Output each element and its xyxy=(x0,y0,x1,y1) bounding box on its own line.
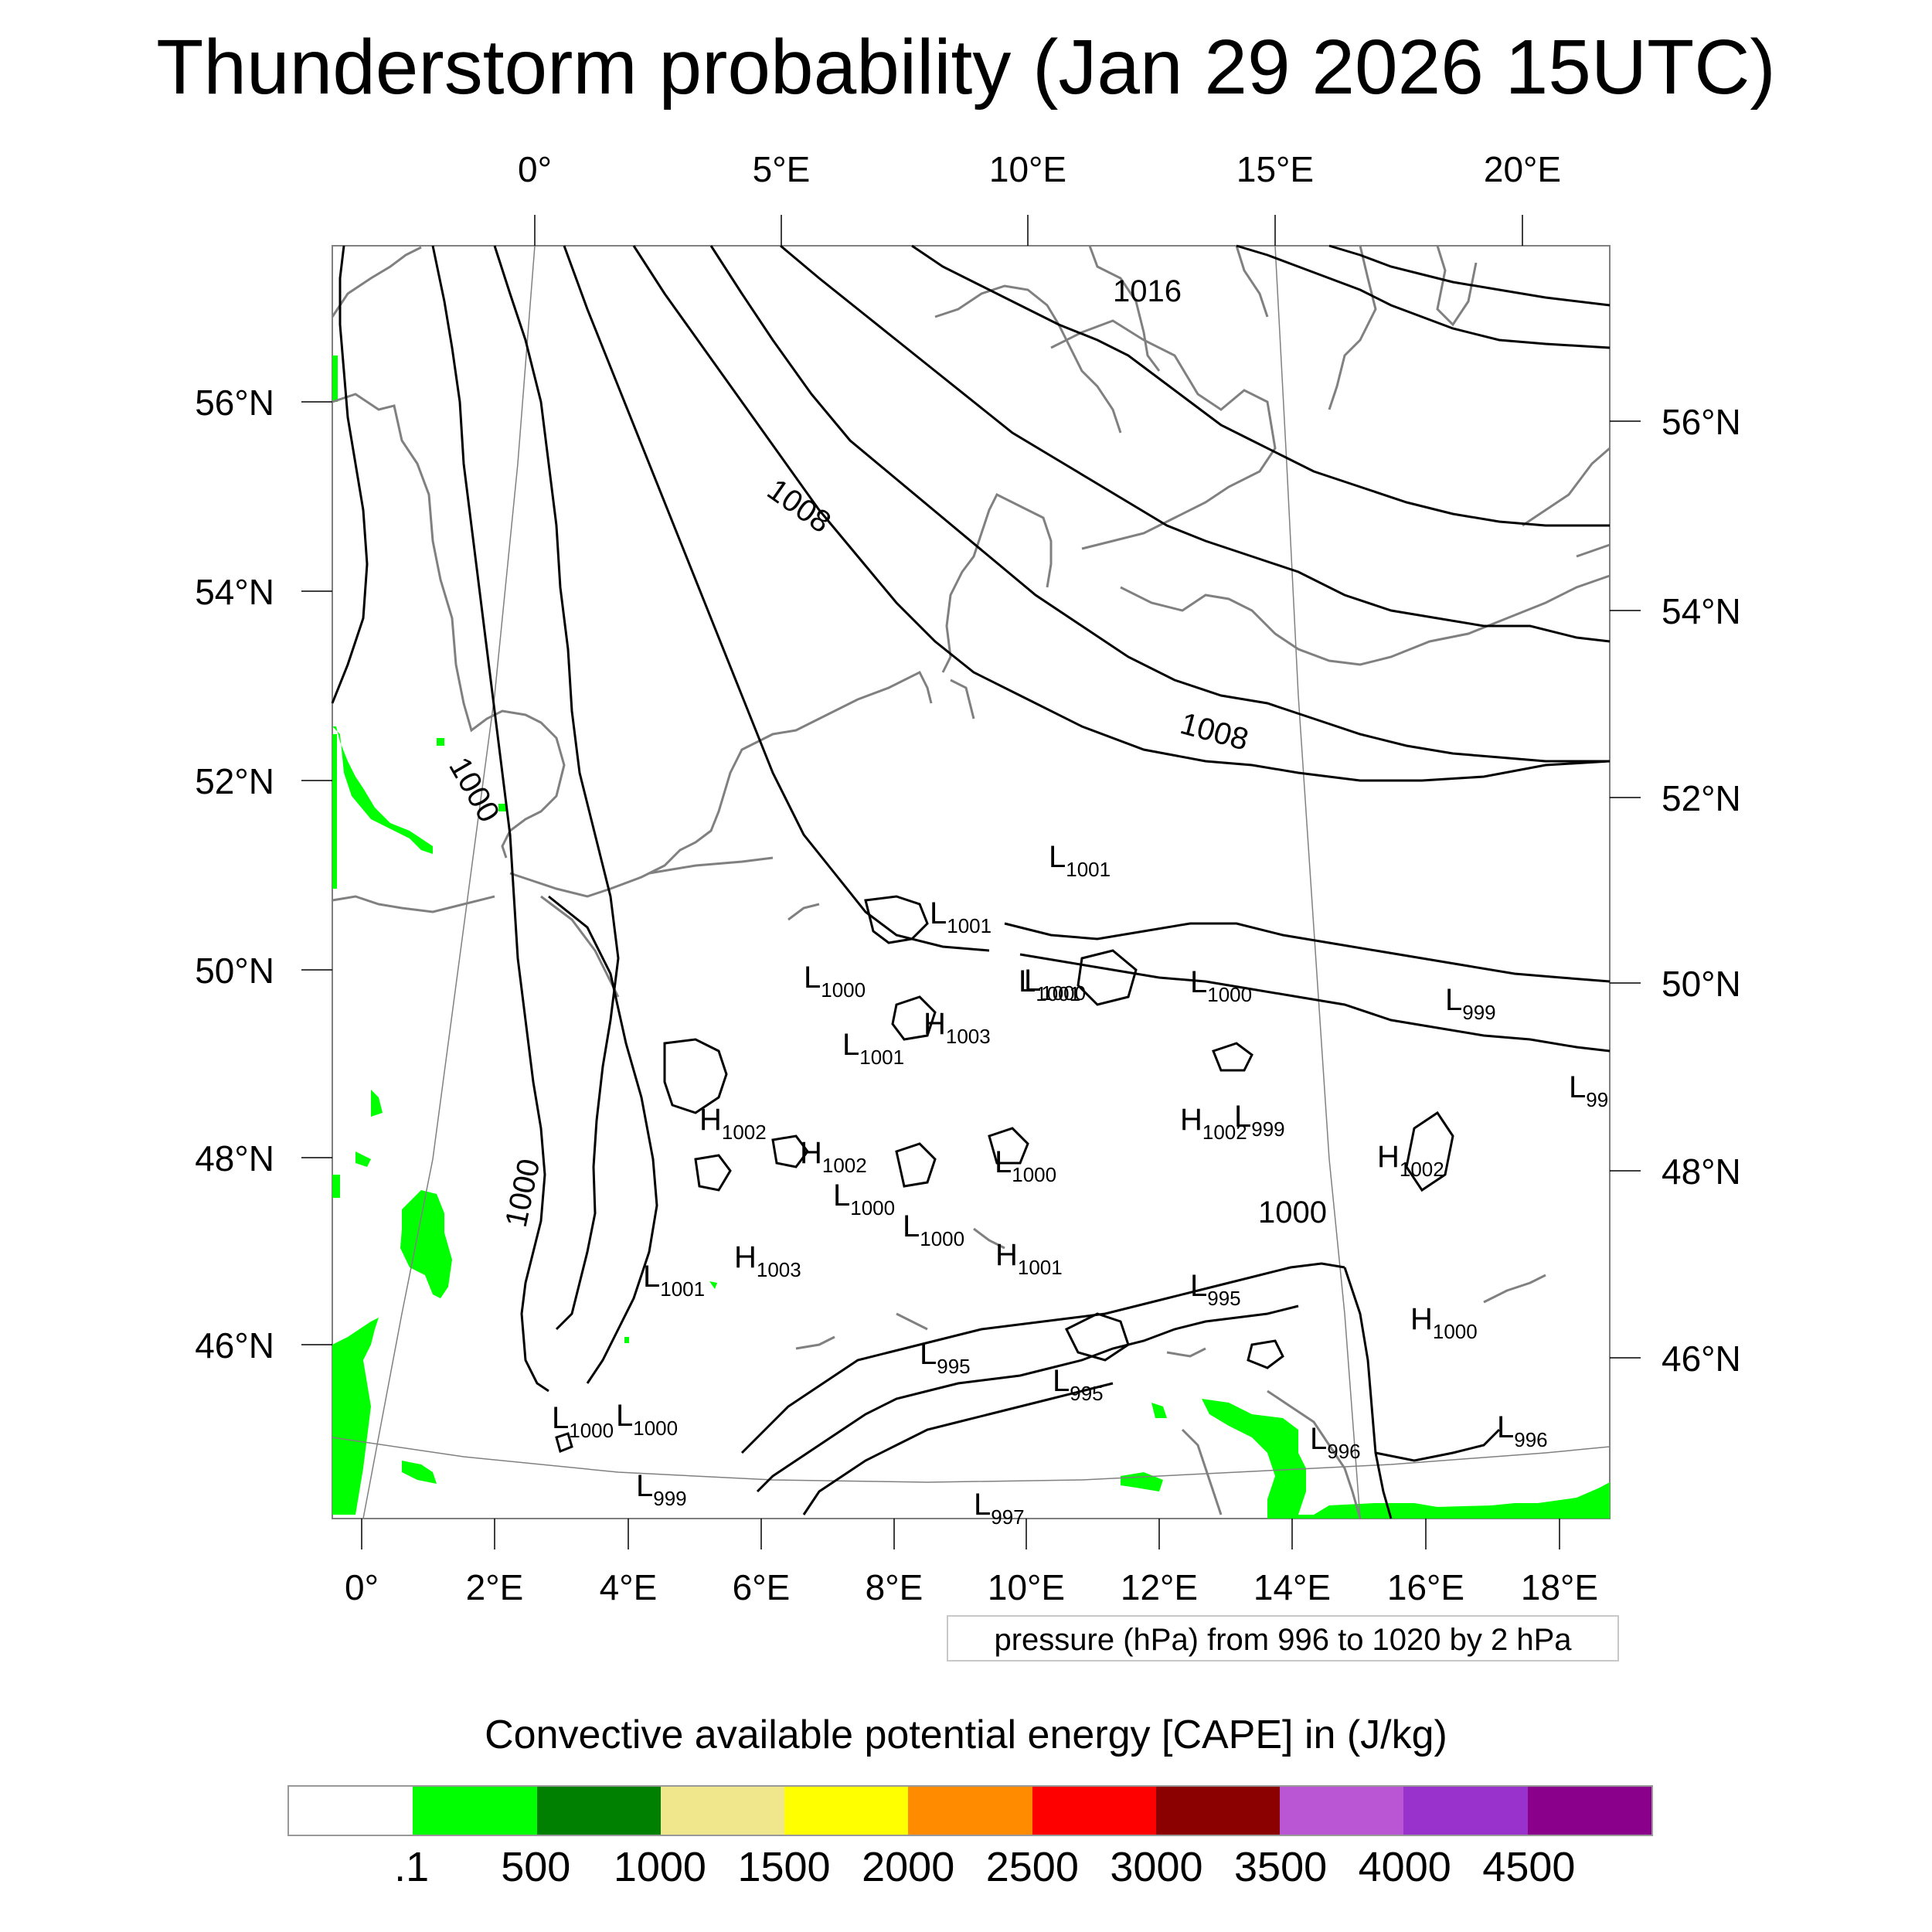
pressure-center-label: H1002 xyxy=(699,1103,767,1144)
isobars xyxy=(331,244,1611,1519)
colorbar-swatch xyxy=(1280,1787,1404,1835)
coastlines xyxy=(331,245,1611,1519)
colorbar-label: 1500 xyxy=(737,1844,831,1890)
colorbar-swatch xyxy=(660,1787,785,1835)
pressure-center-label: L1000 xyxy=(903,1209,964,1250)
pressure-center-label: L997 xyxy=(974,1488,1025,1529)
pressure-center-label: H1002 xyxy=(1180,1103,1247,1144)
colorbar-label: 2000 xyxy=(862,1844,955,1890)
bottom-lon-label: 14°E xyxy=(1253,1567,1331,1607)
pressure-center-label: H1003 xyxy=(923,1007,991,1048)
colorbar-label: 2500 xyxy=(985,1844,1079,1890)
contour-note: pressure (hPa) from 996 to 1020 by 2 hPa xyxy=(947,1615,1619,1662)
pressure-center-label: L1001 xyxy=(930,896,992,937)
pressure-center-label: L99 xyxy=(1569,1070,1608,1111)
colorbar-swatch xyxy=(1032,1787,1156,1835)
colorbar-labels: .1 500 1000 1500 2000 2500 3000 3500 4000 4500 xyxy=(287,1843,1653,1897)
top-lon-label: 0° xyxy=(518,149,552,189)
pressure-center-label: L1001 xyxy=(842,1028,904,1069)
left-lat-label: 50°N xyxy=(195,951,274,991)
pressure-center-label: H1001 xyxy=(995,1238,1063,1279)
pressure-center-label: L1000 xyxy=(552,1401,614,1442)
pressure-center-label: L999 xyxy=(1445,983,1496,1024)
left-lat-label: 48°N xyxy=(195,1138,274,1179)
top-lon-label: 10°E xyxy=(989,149,1066,189)
right-lat-label: 54°N xyxy=(1662,591,1741,631)
colorbar xyxy=(287,1785,1653,1836)
left-lat-label: 52°N xyxy=(195,761,274,801)
bottom-lon-label: 8°E xyxy=(866,1567,923,1607)
colorbar-label: 3500 xyxy=(1234,1844,1328,1890)
graticule xyxy=(332,245,1611,1519)
pressure-center-label: L1001 xyxy=(643,1260,705,1301)
colorbar-swatch xyxy=(1403,1787,1528,1835)
top-lon-label: 20°E xyxy=(1484,149,1561,189)
colorbar-swatch xyxy=(289,1787,413,1835)
colorbar-label: 4500 xyxy=(1482,1844,1576,1890)
bottom-lon-label: 10°E xyxy=(988,1567,1065,1607)
colorbar-label: 3000 xyxy=(1110,1844,1203,1890)
pressure-center-label: H1002 xyxy=(1377,1140,1444,1181)
top-lon-label: 5°E xyxy=(753,149,811,189)
bottom-lon-label: 12°E xyxy=(1121,1567,1198,1607)
colorbar-label: 500 xyxy=(501,1844,571,1890)
colorbar-label: 4000 xyxy=(1358,1844,1451,1890)
pressure-center-label: H1000 xyxy=(1410,1302,1478,1343)
pressure-center-label: L995 xyxy=(1053,1364,1104,1405)
left-lat-label: 46°N xyxy=(195,1325,274,1366)
pressure-center-label: L1000 xyxy=(1024,964,1086,1005)
colorbar-label: 1000 xyxy=(613,1844,706,1890)
isobar-label: 1016 xyxy=(1113,274,1182,308)
right-lat-label: 48°N xyxy=(1662,1151,1741,1192)
pressure-center-label: L999 xyxy=(636,1469,687,1510)
pressure-center-label: L996 xyxy=(1310,1422,1361,1463)
top-lon-label: 15°E xyxy=(1236,149,1314,189)
map-title: Thunderstorm probability (Jan 29 2026 15… xyxy=(156,24,1776,111)
pressure-center-label: L1000 xyxy=(995,1145,1056,1186)
right-lat-label: 52°N xyxy=(1662,778,1741,818)
bottom-lon-label: 0° xyxy=(345,1567,379,1607)
colorbar-swatch xyxy=(413,1787,537,1835)
left-lat-label: 54°N xyxy=(195,572,274,612)
isobar-label: 1000 xyxy=(1258,1196,1327,1230)
right-lat-label: 46°N xyxy=(1662,1338,1741,1379)
pressure-center-label: H1002 xyxy=(800,1136,867,1177)
map-frame xyxy=(332,245,1611,1519)
colorbar-swatch xyxy=(536,1787,661,1835)
pressure-center-label: L1000 xyxy=(833,1179,895,1219)
bottom-lon-label: 16°E xyxy=(1387,1567,1464,1607)
pressure-center-label: L1001 xyxy=(1019,964,1080,1005)
pressure-center-label: L1000 xyxy=(804,961,866,1002)
bottom-lon-label: 6°E xyxy=(733,1567,791,1607)
right-lat-label: 56°N xyxy=(1662,402,1741,442)
pressure-center-label: L996 xyxy=(1497,1410,1548,1451)
colorbar-title: Convective available potential energy [C… xyxy=(485,1713,1447,1757)
pressure-center-label: L1000 xyxy=(616,1399,678,1440)
pressure-center-label: L1001 xyxy=(1049,840,1111,881)
right-lat-label: 50°N xyxy=(1662,964,1741,1004)
colorbar-swatch xyxy=(1527,1787,1651,1835)
axis-labels: 0° 5°E 10°E 15°E 20°E 0° 2°E 4°E 6°E 8°E… xyxy=(195,149,1741,1607)
pressure-center-label: L1000 xyxy=(1190,965,1252,1006)
colorbar-label: .1 xyxy=(394,1844,430,1890)
cape-shading xyxy=(332,355,1610,1519)
colorbar-swatch xyxy=(908,1787,1032,1835)
pressure-center-label: L995 xyxy=(1190,1269,1241,1310)
pressure-center-label: L999 xyxy=(1234,1100,1285,1141)
bottom-lon-label: 2°E xyxy=(466,1567,524,1607)
colorbar-swatch xyxy=(784,1787,909,1835)
colorbar-swatch xyxy=(1155,1787,1281,1835)
bottom-lon-label: 4°E xyxy=(600,1567,658,1607)
pressure-center-label: H1003 xyxy=(734,1240,801,1281)
left-lat-label: 56°N xyxy=(195,383,274,423)
bottom-lon-label: 18°E xyxy=(1521,1567,1598,1607)
pressure-center-label: L995 xyxy=(920,1337,971,1378)
tick-marks xyxy=(301,215,1641,1549)
